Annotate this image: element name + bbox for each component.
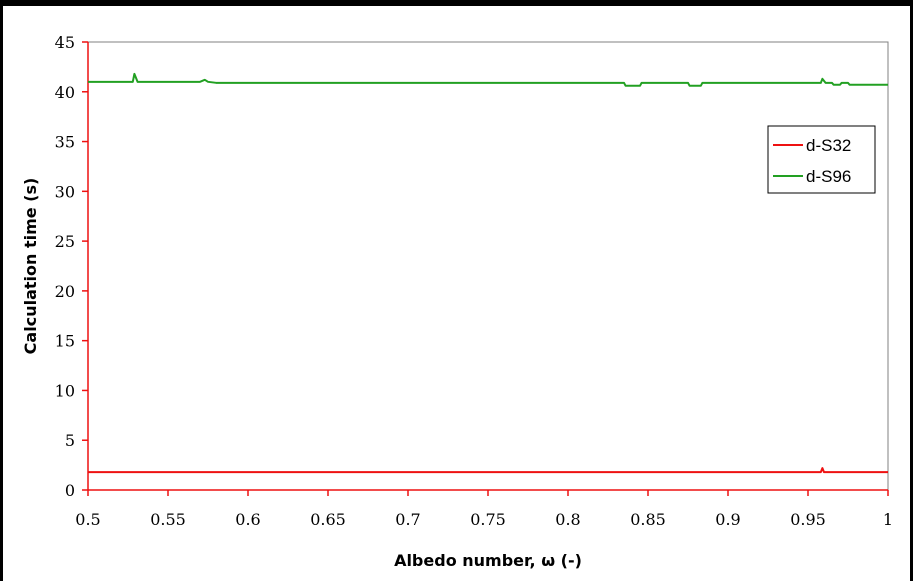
- y-tick-label: 10: [55, 381, 75, 400]
- x-tick-label: 0.7: [395, 510, 420, 529]
- y-tick-label: 35: [55, 133, 75, 152]
- y-tick-label: 15: [55, 332, 75, 351]
- series-line-d-s96: [88, 72, 888, 87]
- top-border: [0, 0, 913, 6]
- y-axis-title: Calculation time (s): [21, 178, 40, 355]
- x-tick-label: 0.75: [470, 510, 506, 529]
- plot-area: [87, 41, 889, 491]
- series-line-d-s32: [88, 467, 888, 474]
- legend-label-d-s96: d-S96: [806, 167, 851, 186]
- y-tick-label: 20: [55, 282, 75, 301]
- x-tick-label: 0.95: [790, 510, 826, 529]
- x-tick-label: 0.65: [310, 510, 346, 529]
- legend: d-S32 d-S96: [767, 125, 876, 194]
- y-axis: 0 5 10 15 20 25 30 35 40 45: [55, 33, 89, 500]
- y-tick-label: 45: [55, 33, 75, 52]
- legend-label-d-s32: d-S32: [806, 136, 851, 155]
- x-tick-label: 0.85: [630, 510, 666, 529]
- y-tick-label: 5: [65, 431, 75, 450]
- x-tick-label: 0.5: [75, 510, 100, 529]
- x-tick-label: 1: [883, 510, 893, 529]
- right-border: [910, 0, 913, 581]
- x-tick-label: 0.55: [150, 510, 186, 529]
- x-axis: 0.5 0.55 0.6 0.65 0.7 0.75 0.8 0.85 0.9 0.95 1: [75, 489, 893, 529]
- y-tick-label: 25: [55, 232, 75, 251]
- x-tick-label: 0.8: [555, 510, 580, 529]
- x-tick-label: 0.6: [235, 510, 260, 529]
- series-lines: [88, 72, 888, 474]
- legend-box: [767, 125, 876, 194]
- y-tick-label: 40: [55, 83, 75, 102]
- x-tick-label: 0.9: [715, 510, 740, 529]
- left-border: [0, 0, 3, 581]
- y-tick-label: 30: [55, 182, 75, 201]
- y-tick-label: 0: [65, 481, 75, 500]
- x-axis-title: Albedo number, ω (-): [394, 551, 582, 570]
